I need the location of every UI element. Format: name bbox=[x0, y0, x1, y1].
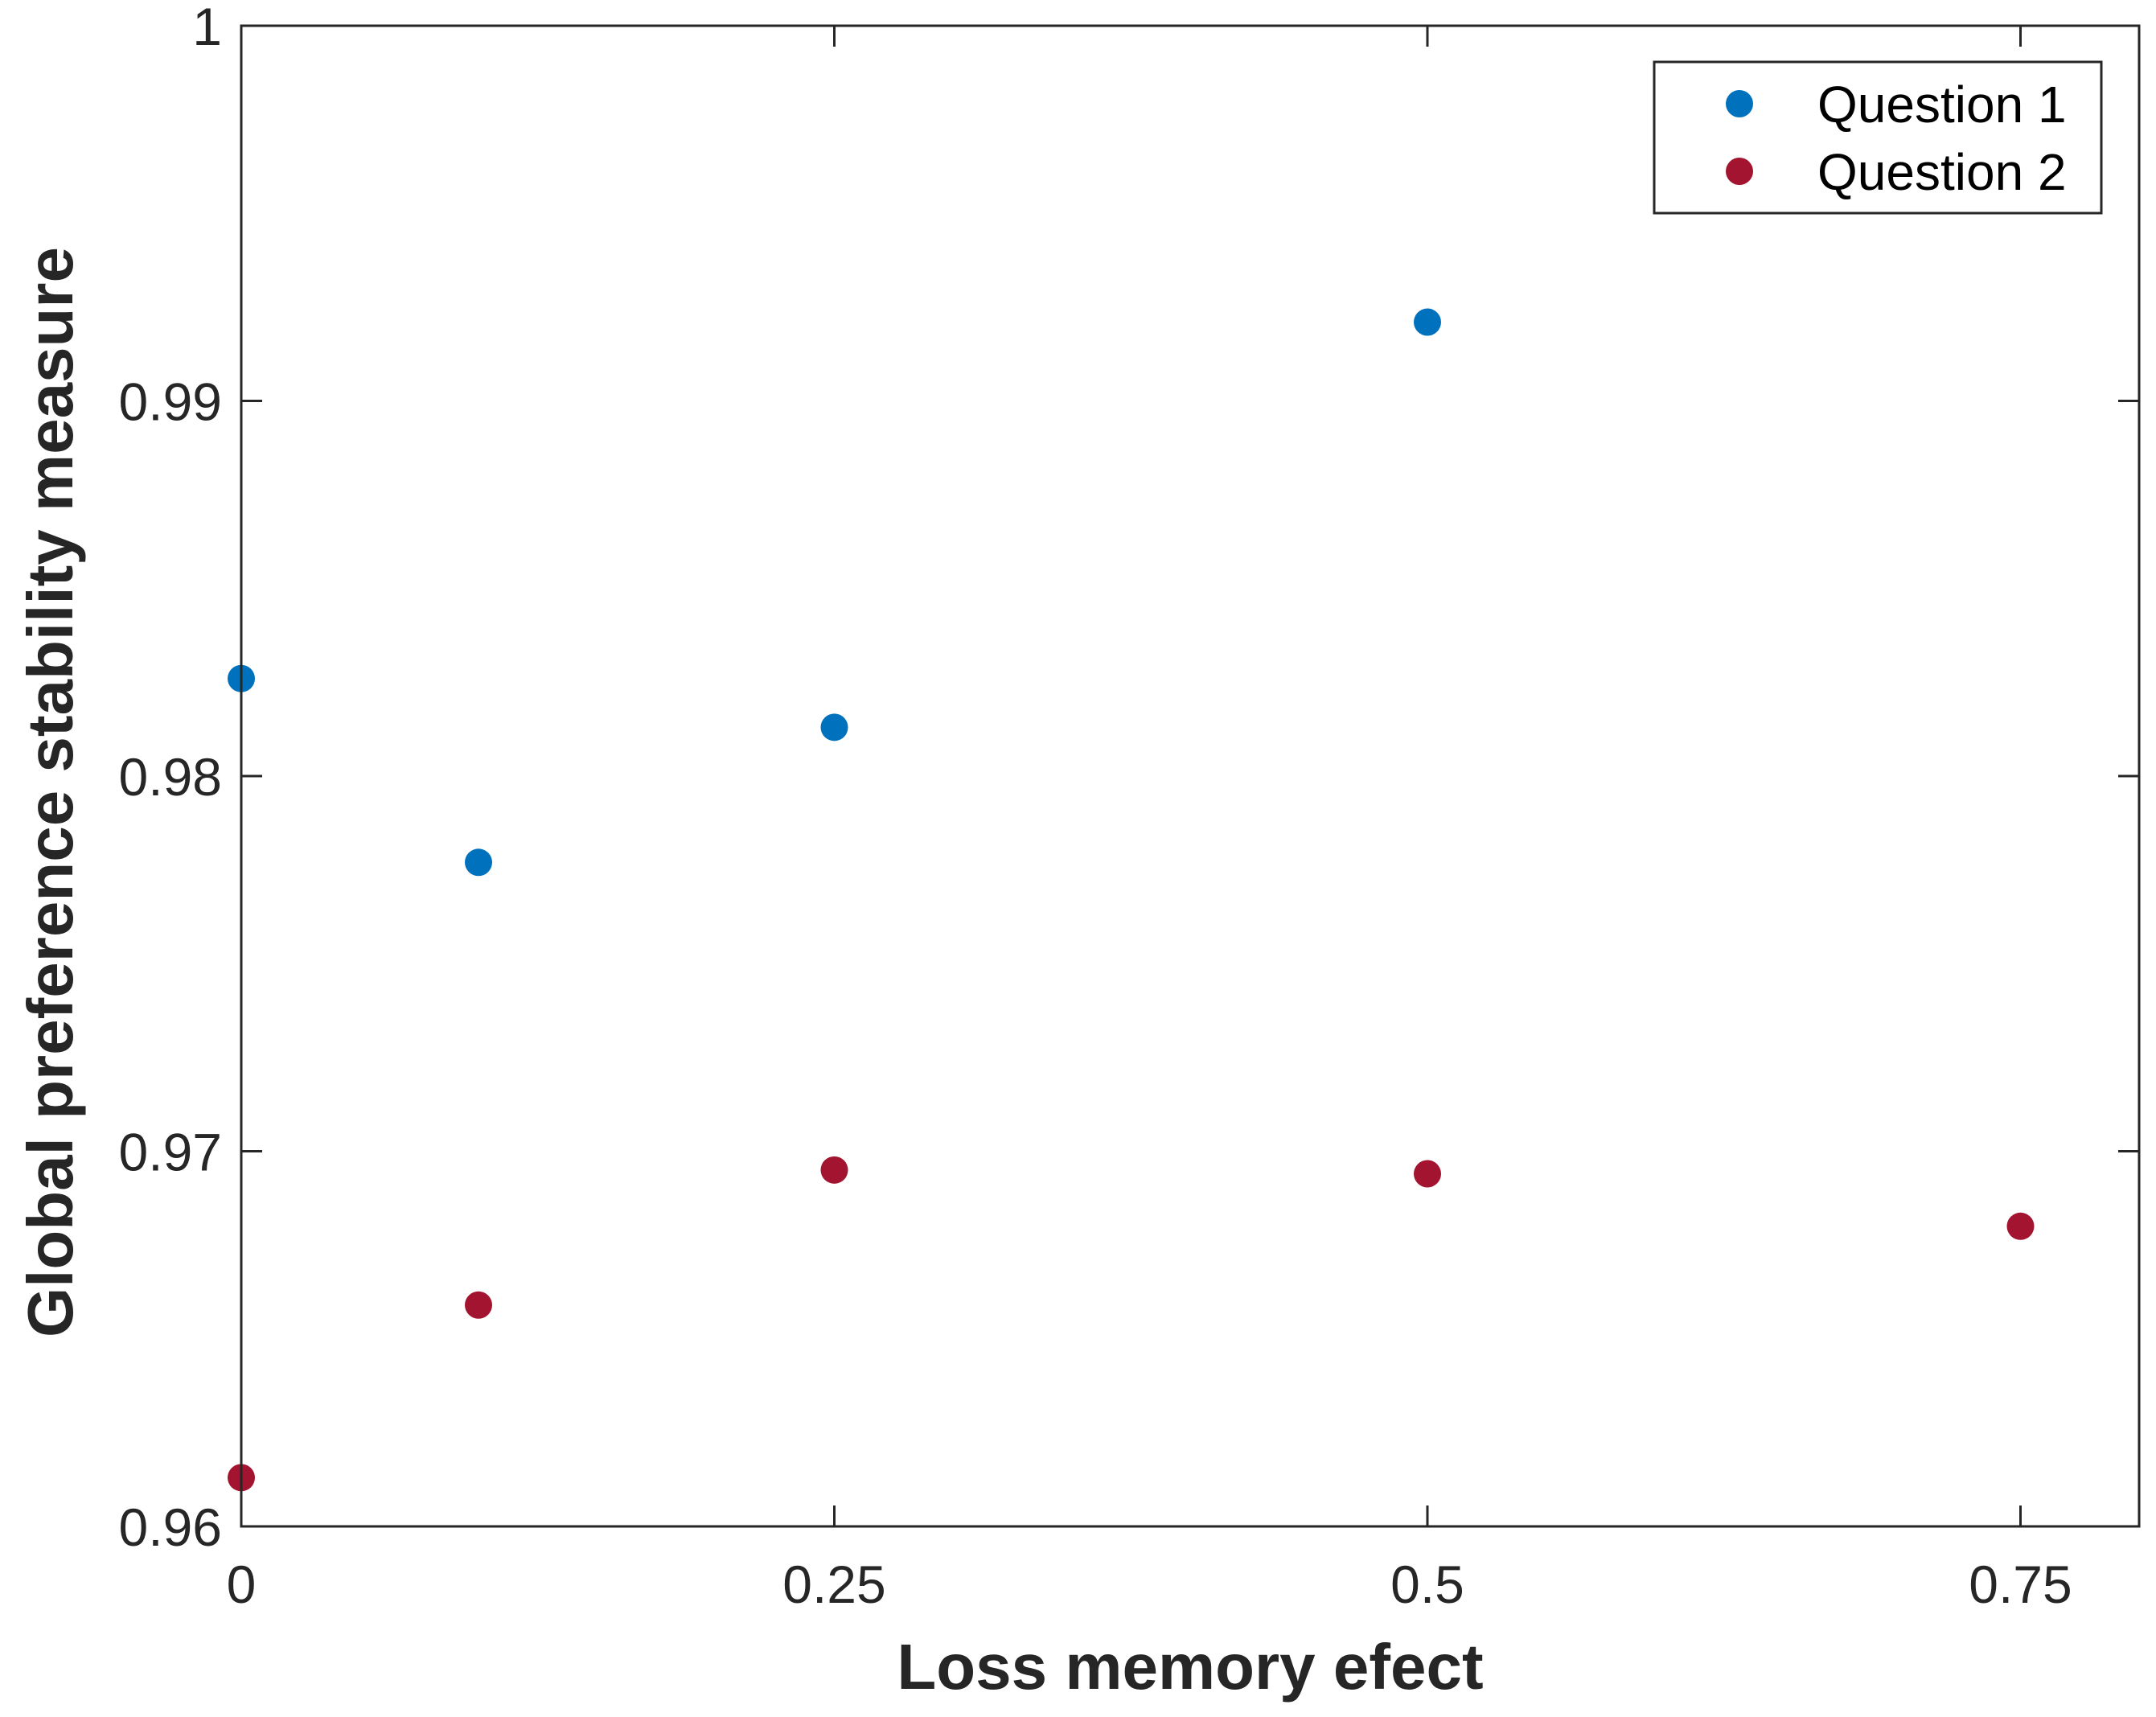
x-tick-label: 0.25 bbox=[782, 1555, 885, 1614]
legend-box bbox=[1653, 60, 2103, 215]
y-tick-label: 1 bbox=[192, 0, 222, 56]
data-point bbox=[465, 1291, 492, 1319]
axes-box bbox=[240, 24, 2141, 1528]
plot-area bbox=[241, 26, 2139, 1526]
legend-label: Question 2 bbox=[1817, 143, 2067, 201]
legend-label: Question 1 bbox=[1817, 76, 2067, 133]
legend: Question 1 Question 2 bbox=[1653, 60, 2103, 215]
data-point bbox=[1414, 308, 1441, 336]
data-point bbox=[1414, 1160, 1441, 1188]
data-point bbox=[2006, 1212, 2035, 1240]
y-tick-label: 0.96 bbox=[119, 1497, 222, 1557]
plot-background bbox=[241, 26, 2139, 1526]
legend-marker bbox=[1726, 158, 1753, 185]
x-axis-title: Loss memory efect bbox=[897, 1631, 1483, 1703]
data-point bbox=[820, 713, 848, 741]
tick-labels: 0 0.25 0.5 0.75 0.96 0.97 0.98 0.99 1 bbox=[119, 0, 2072, 1614]
plot-frame bbox=[240, 24, 2141, 1528]
x-tick-label: 0.5 bbox=[1390, 1555, 1464, 1614]
y-tick-label: 0.97 bbox=[119, 1123, 222, 1182]
data-point bbox=[465, 848, 492, 877]
y-tick-label: 0.99 bbox=[119, 372, 222, 432]
y-tick-label: 0.98 bbox=[119, 747, 222, 807]
x-tick-label: 0 bbox=[227, 1555, 257, 1614]
y-axis-title: Global preference stability measure bbox=[14, 247, 86, 1337]
data-point bbox=[820, 1156, 848, 1184]
legend-marker bbox=[1726, 90, 1753, 117]
x-tick-label: 0.75 bbox=[1969, 1555, 2072, 1614]
